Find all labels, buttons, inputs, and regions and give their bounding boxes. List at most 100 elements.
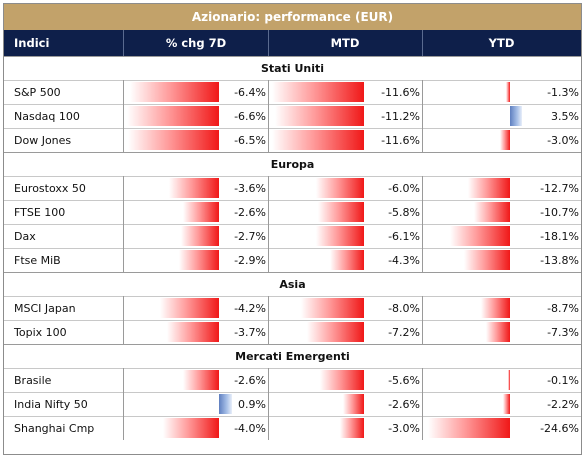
ytd-bar: [464, 250, 510, 270]
table-row: MSCI Japan -4.2% -8.0% -8.7%: [4, 296, 581, 320]
table-row: Dow Jones -6.5% -11.6% -3.0%: [4, 128, 581, 152]
d7-bar: [167, 322, 219, 342]
column-divider: [268, 296, 269, 320]
d7-value: -2.6%: [234, 205, 266, 219]
ytd-value: -3.0%: [547, 133, 579, 147]
d7-bar: [179, 250, 219, 270]
mtd-bar: [272, 82, 364, 102]
mtd-value: -11.6%: [381, 85, 420, 99]
mtd-bar: [330, 250, 364, 270]
ytd-bar: [486, 322, 510, 342]
performance-table: Azionario: performance (EUR) Indici % ch…: [3, 3, 582, 455]
header-divider: [268, 30, 269, 56]
index-name: Eurostoxx 50: [14, 181, 86, 195]
row-divider: [4, 224, 581, 225]
column-divider: [123, 128, 124, 152]
d7-bar: [163, 418, 219, 438]
column-divider: [123, 104, 124, 128]
column-divider: [123, 296, 124, 320]
mtd-value: -6.1%: [388, 229, 420, 243]
column-divider: [268, 104, 269, 128]
ytd-bar: [500, 130, 510, 150]
d7-bar: [169, 178, 219, 198]
column-divider: [422, 176, 423, 200]
mtd-value: -8.0%: [388, 301, 420, 315]
row-divider: [4, 80, 581, 81]
mtd-bar: [320, 370, 364, 390]
row-divider: [4, 248, 581, 249]
ytd-value: -2.2%: [547, 397, 579, 411]
column-divider: [268, 224, 269, 248]
column-divider: [123, 248, 124, 272]
col-header-indici: Indici: [14, 36, 50, 50]
mtd-bar: [307, 322, 364, 342]
column-divider: [123, 80, 124, 104]
index-name: Nasdaq 100: [14, 109, 80, 123]
d7-bar: [181, 226, 219, 246]
d7-value: 0.9%: [238, 397, 266, 411]
ytd-value: -10.7%: [540, 205, 579, 219]
column-divider: [422, 368, 423, 392]
ytd-value: -12.7%: [540, 181, 579, 195]
column-divider: [123, 320, 124, 344]
ytd-value: -24.6%: [540, 421, 579, 435]
mtd-bar: [316, 178, 364, 198]
mtd-value: -5.8%: [388, 205, 420, 219]
index-name: MSCI Japan: [14, 301, 76, 315]
col-header-ytd: YTD: [488, 36, 515, 50]
row-divider: [4, 416, 581, 417]
ytd-bar: [481, 298, 510, 318]
table-row: Shanghai Cmp -4.0% -3.0% -24.6%: [4, 416, 581, 440]
d7-value: -3.6%: [234, 181, 266, 195]
mtd-bar: [343, 394, 364, 414]
header-row: Indici % chg 7D MTD YTD: [4, 30, 581, 56]
column-divider: [422, 392, 423, 416]
header-divider: [422, 30, 423, 56]
ytd-bar: [474, 202, 510, 222]
index-name: India Nifty 50: [14, 397, 88, 411]
ytd-value: -8.7%: [547, 301, 579, 315]
column-divider: [422, 200, 423, 224]
d7-bar: [160, 298, 219, 318]
d7-value: -6.6%: [234, 109, 266, 123]
index-name: Ftse MiB: [14, 253, 61, 267]
mtd-bar: [318, 202, 364, 222]
ytd-bar: [468, 178, 510, 198]
row-divider: [4, 176, 581, 177]
ytd-value: -13.8%: [540, 253, 579, 267]
table-row: FTSE 100 -2.6% -5.8% -10.7%: [4, 200, 581, 224]
table-title: Azionario: performance (EUR): [4, 4, 581, 30]
table-row: Dax -2.7% -6.1% -18.1%: [4, 224, 581, 248]
d7-value: -4.0%: [234, 421, 266, 435]
col-header-mtd: MTD: [330, 36, 360, 50]
d7-value: -6.5%: [234, 133, 266, 147]
ytd-value: -7.3%: [547, 325, 579, 339]
mtd-bar: [340, 418, 364, 438]
column-divider: [422, 296, 423, 320]
d7-bar: [183, 202, 219, 222]
index-name: S&P 500: [14, 85, 61, 99]
table-row: Brasile -2.6% -5.6% -0.1%: [4, 368, 581, 392]
d7-bar: [219, 394, 232, 414]
mtd-value: -4.3%: [388, 253, 420, 267]
column-divider: [268, 248, 269, 272]
column-divider: [268, 80, 269, 104]
section-header: Mercati Emergenti: [4, 344, 581, 368]
table-row: India Nifty 50 0.9% -2.6% -2.2%: [4, 392, 581, 416]
table-row: Ftse MiB -2.9% -4.3% -13.8%: [4, 248, 581, 272]
row-divider: [4, 392, 581, 393]
index-name: Dow Jones: [14, 133, 72, 147]
table-row: S&P 500 -6.4% -11.6% -1.3%: [4, 80, 581, 104]
column-divider: [123, 392, 124, 416]
column-divider: [268, 200, 269, 224]
ytd-bar: [503, 394, 510, 414]
d7-bar: [128, 130, 219, 150]
column-divider: [422, 80, 423, 104]
col-header-7d: % chg 7D: [165, 36, 227, 50]
mtd-bar: [316, 226, 364, 246]
table-row: Nasdaq 100 -6.6% -11.2% 3.5%: [4, 104, 581, 128]
mtd-bar: [275, 106, 364, 126]
header-divider: [123, 30, 124, 56]
column-divider: [123, 416, 124, 440]
column-divider: [422, 104, 423, 128]
